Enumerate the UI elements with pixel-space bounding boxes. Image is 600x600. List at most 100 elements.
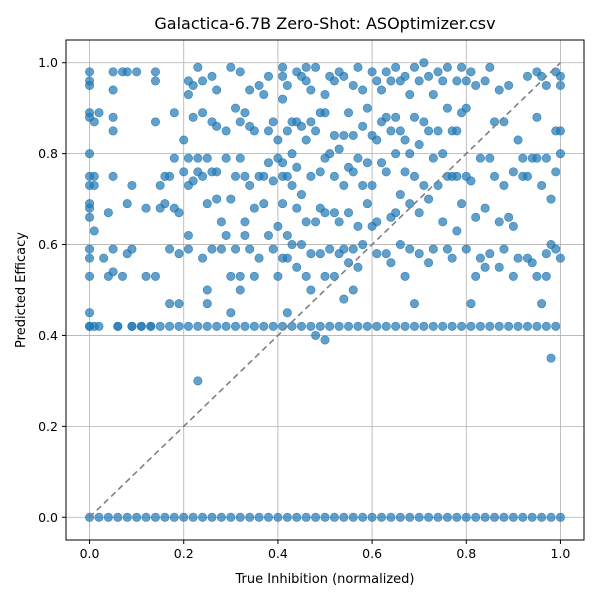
data-point [438, 217, 448, 227]
data-point [282, 80, 292, 90]
data-point [400, 271, 410, 281]
data-point [409, 171, 419, 181]
x-tick-label: 1.0 [551, 546, 571, 561]
data-point [231, 103, 241, 113]
data-point [282, 308, 292, 318]
data-point [296, 240, 306, 250]
data-point [475, 253, 485, 263]
data-point [457, 321, 467, 331]
data-point [471, 212, 481, 222]
data-point [235, 67, 245, 77]
data-point [329, 130, 339, 140]
data-point [108, 244, 118, 254]
data-point [287, 240, 297, 250]
data-point [127, 321, 137, 331]
data-point [499, 244, 509, 254]
data-point [358, 121, 368, 131]
data-point [405, 244, 415, 254]
data-point [207, 512, 217, 522]
data-point [339, 130, 349, 140]
data-point [508, 512, 518, 522]
data-point [541, 249, 551, 259]
data-point [188, 112, 198, 122]
data-point [141, 203, 151, 213]
data-point [263, 158, 273, 168]
data-point [150, 67, 160, 77]
data-point [226, 271, 236, 281]
data-point [221, 321, 231, 331]
data-point [174, 208, 184, 218]
data-point [245, 244, 255, 254]
data-point [339, 294, 349, 304]
data-point [249, 126, 259, 136]
data-point [249, 271, 259, 281]
data-point [344, 258, 354, 268]
data-point [551, 244, 561, 254]
data-point [320, 335, 330, 345]
x-tick-label: 0.4 [268, 546, 288, 561]
data-point [306, 285, 316, 295]
data-point [485, 153, 495, 163]
data-point [136, 321, 146, 331]
data-point [85, 271, 95, 281]
data-point [522, 171, 532, 181]
data-point [442, 244, 452, 254]
data-point [541, 321, 551, 331]
y-tick-label: 0.0 [38, 510, 58, 525]
data-point [377, 158, 387, 168]
data-point [499, 512, 509, 522]
data-point [216, 512, 226, 522]
data-point [339, 244, 349, 254]
data-point [94, 108, 104, 118]
data-point [202, 321, 212, 331]
data-point [301, 217, 311, 227]
data-point [160, 199, 170, 209]
data-point [301, 135, 311, 145]
data-point [122, 512, 132, 522]
data-point [85, 80, 95, 90]
data-point [311, 126, 321, 136]
data-point [348, 512, 358, 522]
data-point [169, 153, 179, 163]
data-point [494, 321, 504, 331]
data-point [537, 512, 547, 522]
data-point [235, 512, 245, 522]
data-point [518, 153, 528, 163]
data-point [546, 512, 556, 522]
data-point [551, 321, 561, 331]
data-point [268, 117, 278, 127]
data-point [555, 253, 565, 263]
data-point [221, 153, 231, 163]
data-point [391, 321, 401, 331]
data-point [183, 153, 193, 163]
data-point [169, 512, 179, 522]
data-point [353, 62, 363, 72]
data-point [438, 149, 448, 159]
data-point [409, 112, 419, 122]
data-point [259, 321, 269, 331]
data-point [409, 321, 419, 331]
data-point [457, 199, 467, 209]
data-point [466, 176, 476, 186]
data-point [400, 135, 410, 145]
data-point [278, 158, 288, 168]
data-point [216, 244, 226, 254]
data-point [150, 512, 160, 522]
data-point [245, 85, 255, 95]
data-point [424, 194, 434, 204]
data-point [353, 321, 363, 331]
data-point [240, 321, 250, 331]
data-point [419, 180, 429, 190]
data-point [273, 512, 283, 522]
data-point [85, 253, 95, 263]
data-point [311, 217, 321, 227]
data-point [85, 308, 95, 318]
data-point [386, 76, 396, 86]
data-point [391, 62, 401, 72]
data-point [254, 512, 264, 522]
data-point [414, 76, 424, 86]
data-point [179, 135, 189, 145]
reference-diagonal-line [88, 62, 562, 518]
data-point [522, 321, 532, 331]
data-point [348, 130, 358, 140]
